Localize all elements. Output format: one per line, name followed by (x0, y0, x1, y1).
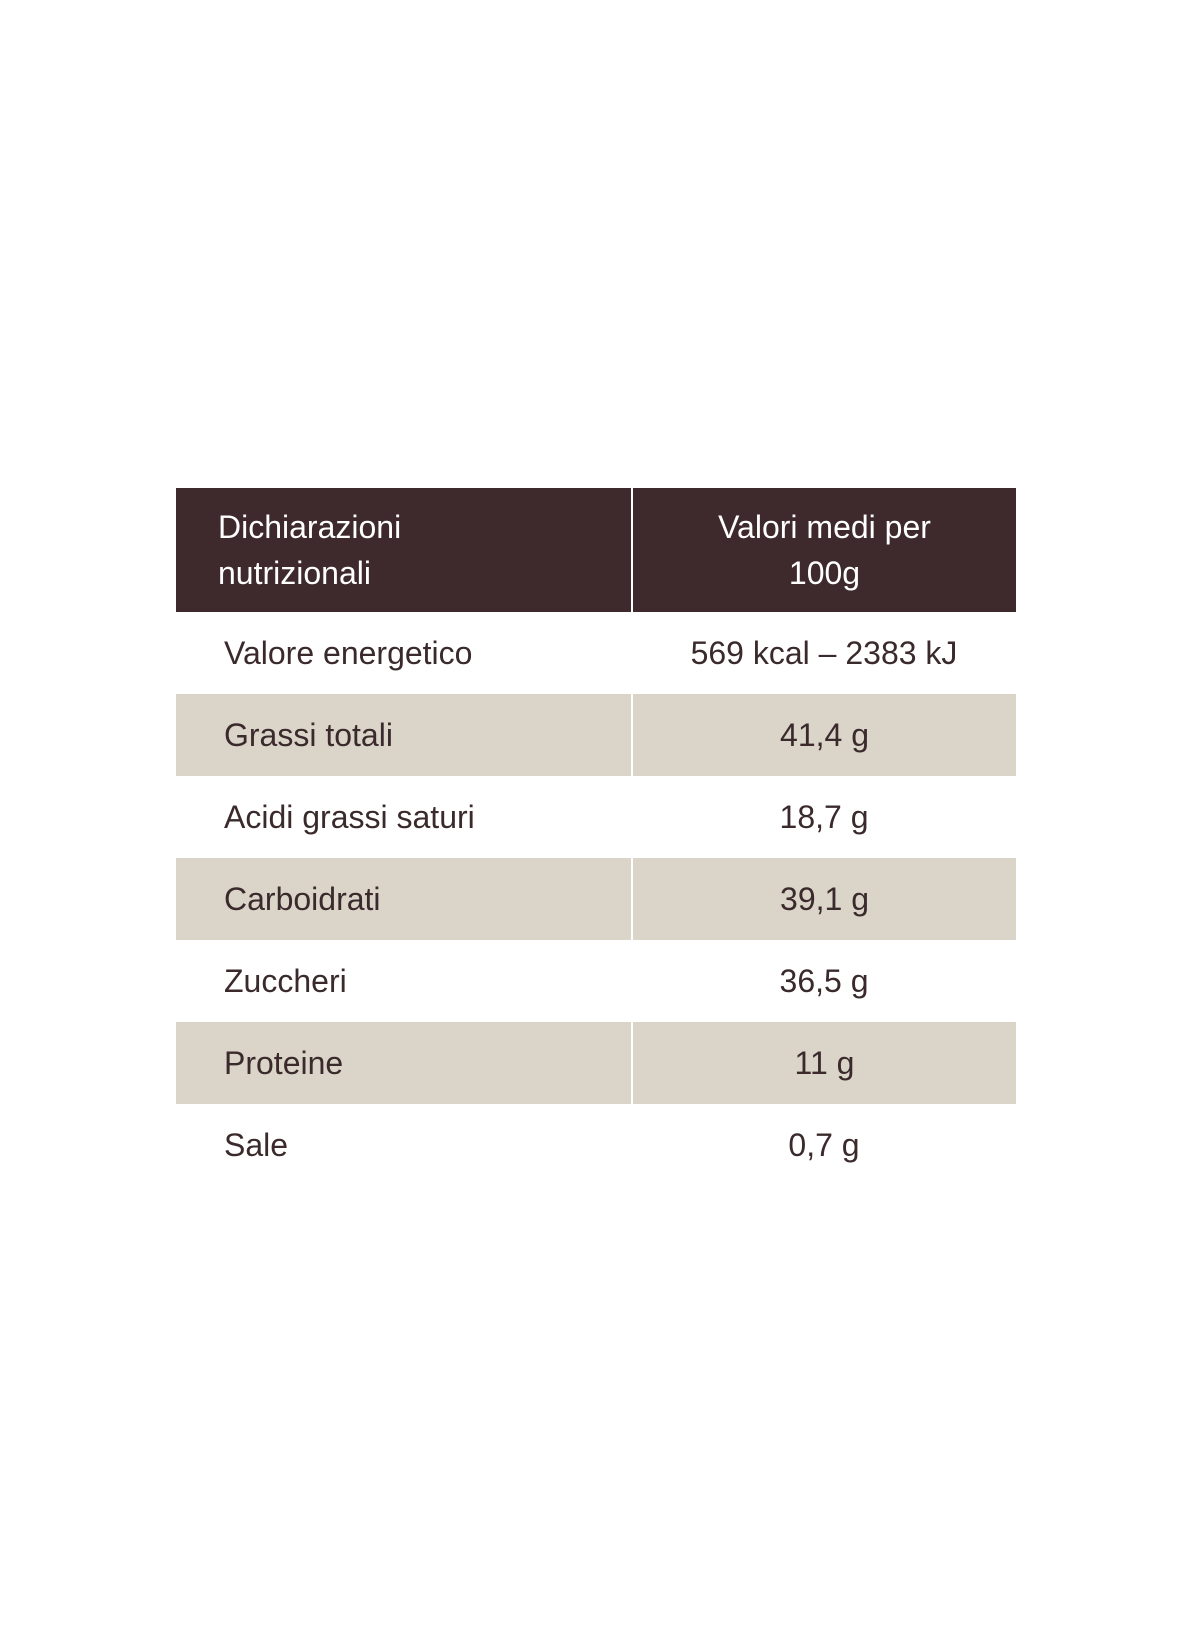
nutrient-value: 11 g (632, 1022, 1016, 1104)
nutrient-name: Valore energetico (224, 634, 473, 671)
table-row-salt: Sale 0,7 g (176, 1104, 1016, 1186)
nutrient-value: 18,7 g (779, 798, 869, 835)
nutrient-name: Grassi totali (176, 694, 633, 776)
table-row-total-fat: Grassi totali 41,4 g (176, 694, 1016, 776)
table-header: Dichiarazioni nutrizionali Valori medi p… (176, 488, 1016, 612)
table-row-energy: Valore energetico 569 kcal – 2383 kJ (176, 612, 1016, 694)
nutrient-value: 569 kcal – 2383 kJ (690, 634, 958, 671)
nutrient-name: Sale (224, 1126, 289, 1163)
header-average-values: Valori medi per 100g (632, 488, 1016, 612)
table-row-proteins: Proteine 11 g (176, 1022, 1016, 1104)
header-nutrition-declarations: Dichiarazioni nutrizionali (176, 488, 633, 612)
nutrient-name: Zuccheri (224, 962, 347, 999)
nutrient-value: 39,1 g (632, 858, 1016, 940)
table-row-sugars: Zuccheri 36,5 g (176, 940, 1016, 1022)
header-col1-line2: nutrizionali (218, 555, 371, 591)
nutrient-name: Acidi grassi saturi (224, 798, 475, 835)
table-body: Valore energetico 569 kcal – 2383 kJ Gra… (176, 612, 1016, 1186)
header-col1-line1: Dichiarazioni (218, 509, 402, 545)
table-row-saturated-fat: Acidi grassi saturi 18,7 g (176, 776, 1016, 858)
nutrient-value: 41,4 g (632, 694, 1016, 776)
nutrient-name: Proteine (176, 1022, 633, 1104)
table-row-carbohydrates: Carboidrati 39,1 g (176, 858, 1016, 940)
nutrient-name: Carboidrati (176, 858, 633, 940)
header-row: Dichiarazioni nutrizionali Valori medi p… (176, 488, 1016, 612)
nutrient-value: 0,7 g (788, 1126, 860, 1163)
header-col2-line2: 100g (788, 555, 861, 591)
nutrient-value: 36,5 g (779, 962, 869, 999)
header-col2-line1: Valori medi per (718, 509, 931, 545)
nutrition-table: Dichiarazioni nutrizionali Valori medi p… (176, 488, 1016, 1186)
